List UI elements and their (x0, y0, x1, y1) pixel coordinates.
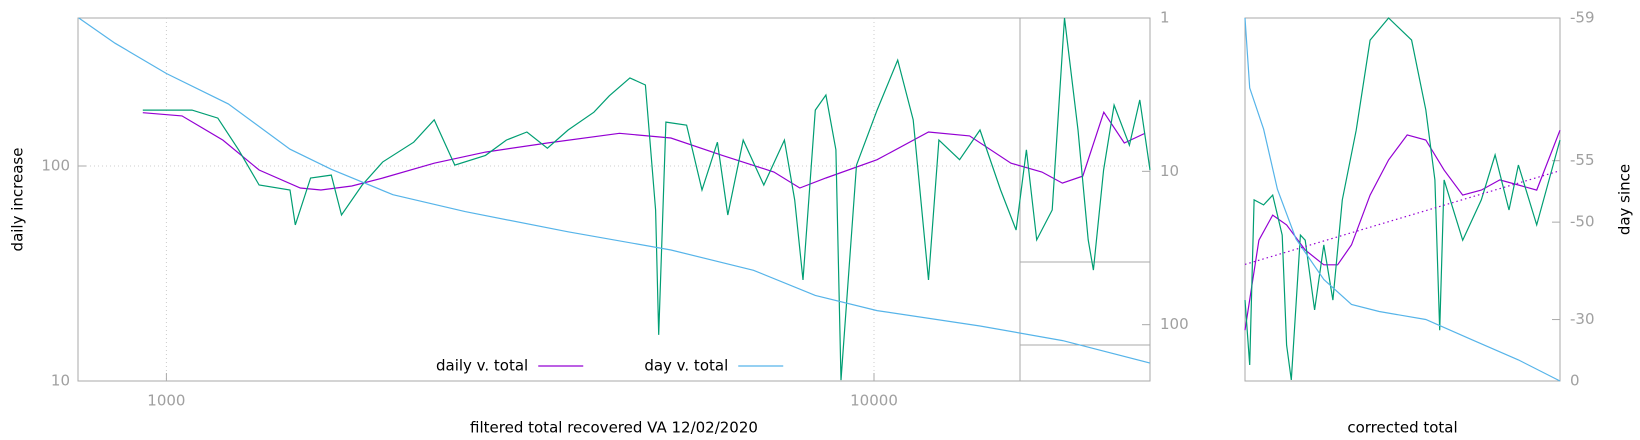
y-axis-label: daily increase (9, 148, 27, 252)
y2-tick-label: -50 (1570, 213, 1595, 231)
series-line (1244, 17, 1561, 380)
series-line (1244, 17, 1561, 382)
plot-frame (1244, 17, 1561, 382)
x-tick-label: 1000 (147, 392, 185, 410)
series-line (78, 17, 1151, 364)
y2-tick-label: 100 (1160, 315, 1189, 333)
y-tick-label: 10 (51, 372, 70, 390)
legend-label: day v. total (644, 357, 728, 375)
series-line (1244, 129, 1561, 331)
y2-tick-label: -59 (1570, 9, 1595, 27)
y2-axis-label: day since (1616, 164, 1634, 235)
y-tick-label: 100 (41, 157, 70, 175)
x-tick-label: 10000 (850, 392, 898, 410)
plot-frame (77, 17, 1151, 382)
y2-tick-label: 0 (1570, 372, 1580, 390)
y2-tick-label: 1 (1160, 9, 1170, 27)
legend-label: daily v. total (436, 357, 528, 375)
y2-tick-label: 10 (1160, 162, 1179, 180)
y2-tick-label: -55 (1570, 151, 1595, 169)
series-line (142, 17, 1151, 381)
series-line (1244, 170, 1561, 265)
x-axis-label: corrected total (1347, 419, 1457, 437)
y2-tick-label: -30 (1570, 310, 1595, 328)
x-axis-label: filtered total recovered VA 12/02/2020 (470, 419, 758, 437)
